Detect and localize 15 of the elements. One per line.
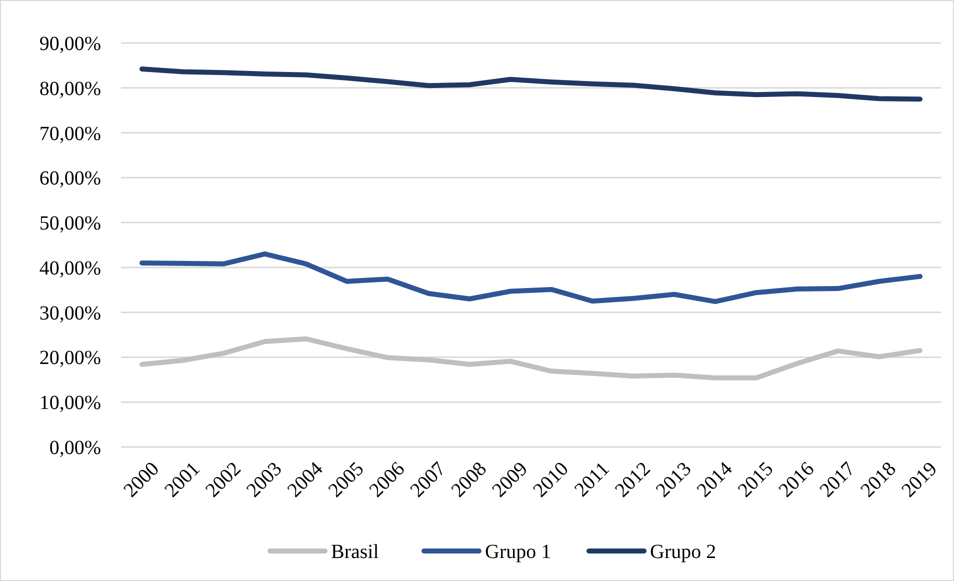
x-tick-label: 2001 (160, 458, 204, 502)
y-tick-label: 20,00% (39, 347, 101, 370)
legend-label: Brasil (331, 541, 380, 563)
x-tick-label: 2011 (570, 458, 614, 502)
y-tick-label: 80,00% (39, 78, 101, 100)
y-tick-label: 50,00% (39, 212, 101, 235)
y-tick-label: 10,00% (39, 392, 101, 414)
y-tick-label: 70,00% (39, 122, 101, 145)
legend-label: Grupo 1 (485, 541, 552, 563)
legend-label: Grupo 2 (650, 541, 716, 563)
y-tick-label: 90,00% (39, 33, 101, 55)
y-tick-label: 40,00% (39, 257, 101, 280)
y-tick-label: 0,00% (49, 437, 101, 459)
y-tick-label: 60,00% (39, 168, 101, 190)
y-tick-label: 30,00% (39, 302, 101, 324)
